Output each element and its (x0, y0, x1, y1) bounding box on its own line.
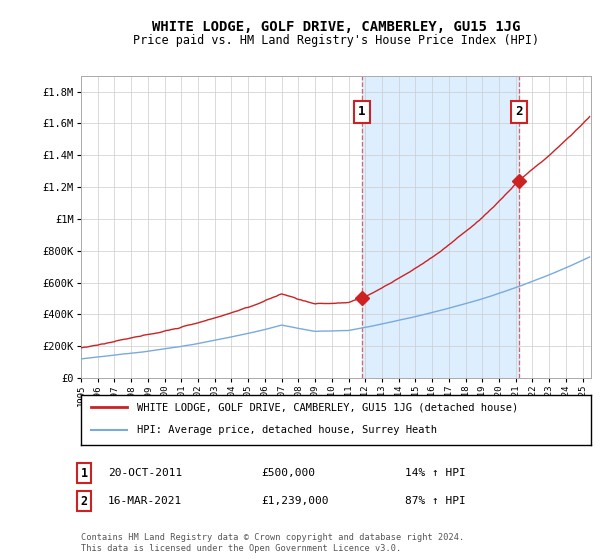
Bar (362, 76, 519, 378)
Text: 16-MAR-2021: 16-MAR-2021 (108, 496, 182, 506)
Text: 1: 1 (80, 466, 88, 480)
Text: WHITE LODGE, GOLF DRIVE, CAMBERLEY, GU15 1JG: WHITE LODGE, GOLF DRIVE, CAMBERLEY, GU15… (152, 20, 520, 34)
Text: 2: 2 (515, 105, 523, 118)
Text: 14% ↑ HPI: 14% ↑ HPI (405, 468, 466, 478)
Text: HPI: Average price, detached house, Surrey Heath: HPI: Average price, detached house, Surr… (137, 425, 437, 435)
Text: 2: 2 (80, 494, 88, 508)
Text: Price paid vs. HM Land Registry's House Price Index (HPI): Price paid vs. HM Land Registry's House … (133, 34, 539, 46)
Text: WHITE LODGE, GOLF DRIVE, CAMBERLEY, GU15 1JG (detached house): WHITE LODGE, GOLF DRIVE, CAMBERLEY, GU15… (137, 403, 518, 412)
Text: 1: 1 (358, 105, 365, 118)
Text: £500,000: £500,000 (261, 468, 315, 478)
Text: £1,239,000: £1,239,000 (261, 496, 329, 506)
Text: 20-OCT-2011: 20-OCT-2011 (108, 468, 182, 478)
Text: 87% ↑ HPI: 87% ↑ HPI (405, 496, 466, 506)
Text: Contains HM Land Registry data © Crown copyright and database right 2024.
This d: Contains HM Land Registry data © Crown c… (81, 533, 464, 553)
